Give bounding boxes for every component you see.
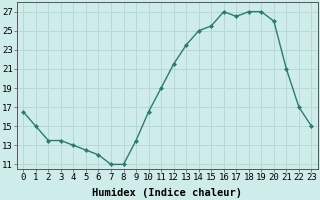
X-axis label: Humidex (Indice chaleur): Humidex (Indice chaleur): [92, 188, 242, 198]
